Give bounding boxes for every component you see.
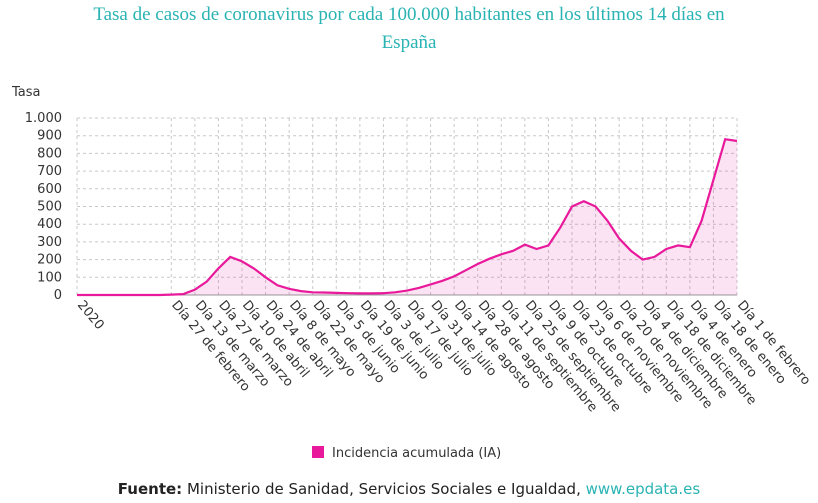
legend-label: Incidencia acumulada (IA) bbox=[332, 446, 501, 461]
source: Ministerio de Sanidad, Servicios Sociale… bbox=[186, 480, 581, 498]
y-tick-label: 900 bbox=[37, 129, 62, 144]
legend-swatch bbox=[312, 446, 324, 458]
line bbox=[77, 137, 738, 297]
source-label: Fuente: bbox=[117, 480, 183, 498]
y-tick-label: 400 bbox=[37, 217, 62, 232]
y-tick-label: 100 bbox=[37, 270, 62, 285]
y-axis-label: Tasa bbox=[11, 85, 41, 100]
y-tick-label: 700 bbox=[37, 164, 62, 179]
y-tick-label: 600 bbox=[37, 182, 62, 197]
y-tick-label: 200 bbox=[37, 253, 62, 268]
y-tick-label: 800 bbox=[37, 146, 62, 161]
area bbox=[77, 139, 737, 295]
y-tick-label: 500 bbox=[37, 200, 62, 215]
source-link[interactable]: www.epdata.es bbox=[585, 480, 701, 498]
chart-title: Tasa de casos de coronavirus por cada 10… bbox=[93, 4, 725, 53]
x-tick-label: 2020 bbox=[74, 298, 107, 333]
y-tick-label: 1.000 bbox=[25, 111, 62, 126]
y-tick-label: 300 bbox=[37, 235, 62, 250]
chart: Tasa de casos de coronavirus por cada 10… bbox=[11, 4, 813, 461]
footer: Fuente: Ministerio de Sanidad, Servicios… bbox=[0, 480, 818, 498]
y-tick-label: 0 bbox=[54, 288, 62, 303]
